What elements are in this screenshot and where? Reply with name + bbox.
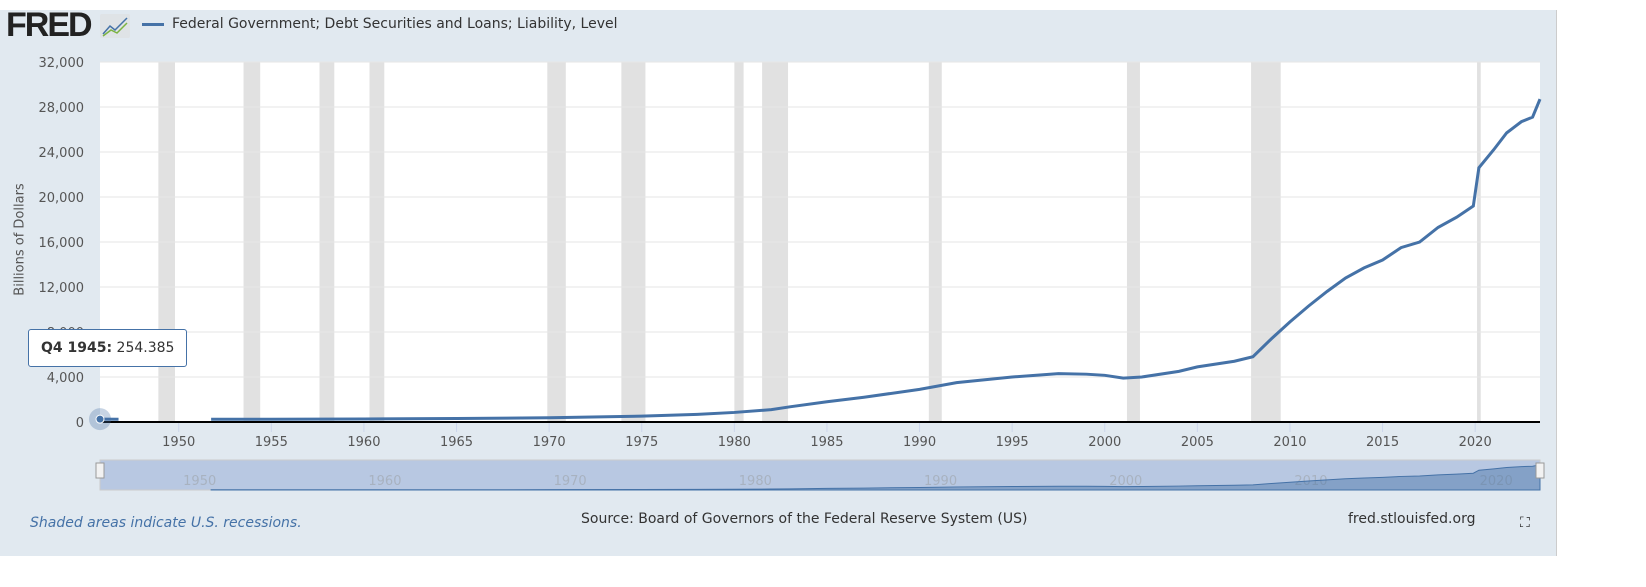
x-tick-label: 1975 <box>625 435 658 450</box>
y-tick-label: 32,000 <box>39 56 85 71</box>
navigator-tick-label: 1990 <box>924 474 957 489</box>
navigator-tick-label: 1960 <box>368 474 401 489</box>
x-tick-label: 1965 <box>440 435 473 450</box>
series-line <box>211 98 1542 421</box>
x-tick-label: 2020 <box>1459 435 1492 450</box>
tooltip-value: 254.385 <box>116 340 175 356</box>
fullscreen-icon[interactable]: ⛶ <box>1520 515 1530 531</box>
navigator-tick-label: 1970 <box>554 474 587 489</box>
navigator-tick-label: 2000 <box>1109 474 1142 489</box>
legend: Federal Government; Debt Securities and … <box>142 16 618 32</box>
navigator-tick-label: 1980 <box>739 474 772 489</box>
x-tick-label: 1980 <box>718 435 751 450</box>
y-tick-label: 4,000 <box>47 371 84 386</box>
y-tick-label: 0 <box>76 416 84 431</box>
navigator-window <box>99 459 1541 491</box>
navigator-tick-label: 2010 <box>1294 474 1327 489</box>
chart-icon <box>100 14 130 38</box>
x-tick-label: 1995 <box>996 435 1029 450</box>
legend-label: Federal Government; Debt Securities and … <box>172 16 618 32</box>
y-tick-label: 24,000 <box>39 146 85 161</box>
hover-point <box>95 414 105 424</box>
y-tick-label: 12,000 <box>39 281 85 296</box>
x-tick-label: 1970 <box>533 435 566 450</box>
navigator-tick-label: 2020 <box>1480 474 1513 489</box>
tooltip-date: Q4 1945: <box>41 340 113 356</box>
tooltip: Q4 1945: 254.385 <box>28 329 188 367</box>
y-tick-label: 20,000 <box>39 191 85 206</box>
site-link[interactable]: fred.stlouisfed.org <box>1348 511 1476 527</box>
x-tick-label: 2000 <box>1088 435 1121 450</box>
x-tick-label: 1960 <box>347 435 380 450</box>
navigator-handle[interactable] <box>95 462 105 479</box>
navigator-series <box>210 464 1541 491</box>
recession-note: Shaded areas indicate U.S. recessions. <box>30 515 302 531</box>
source: Source: Board of Governors of the Federa… <box>581 511 1028 527</box>
x-tick-label: 1950 <box>162 435 195 450</box>
navigator-tick-label: 1950 <box>183 474 216 489</box>
legend-swatch <box>142 22 164 26</box>
navigator-handle[interactable] <box>1535 462 1545 479</box>
x-tick-label: 2015 <box>1366 435 1399 450</box>
x-tick-label: 1955 <box>255 435 288 450</box>
x-tick-label: 2005 <box>1181 435 1214 450</box>
y-tick-label: 28,000 <box>39 101 85 116</box>
x-tick-label: 2010 <box>1273 435 1306 450</box>
x-tick-label: 1985 <box>810 435 843 450</box>
fred-logo[interactable]: FRED <box>6 6 93 44</box>
x-tick-label: 1990 <box>903 435 936 450</box>
y-tick-label: 16,000 <box>39 236 85 251</box>
